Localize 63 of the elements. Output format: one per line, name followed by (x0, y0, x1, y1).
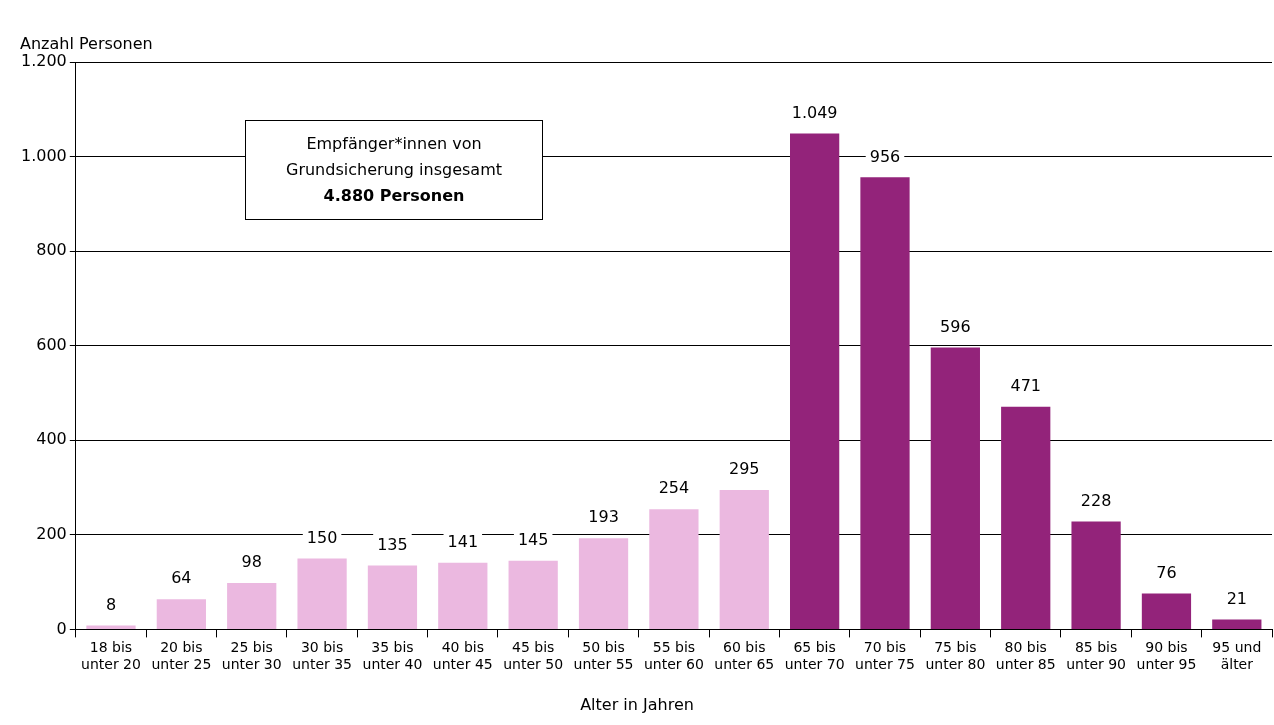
x-tick-label: 55 bis unter 60 (643, 639, 704, 673)
bar (578, 538, 629, 629)
y-tick-label: 0 (56, 618, 67, 638)
bar (1071, 521, 1121, 629)
data-label: 145 (517, 530, 549, 549)
data-label: 295 (728, 459, 760, 479)
bar (719, 489, 769, 629)
x-tick-label: 35 bis unter 40 (362, 639, 423, 673)
data-label: 8 (105, 594, 117, 614)
data-label: 21 (1226, 588, 1247, 608)
data-label: 471 (1010, 375, 1041, 395)
x-tick-label: 75 bis unter 80 (925, 639, 986, 673)
data-label: 64 (171, 568, 192, 588)
bar (790, 133, 840, 629)
data-label: 228 (1080, 490, 1112, 510)
x-tick-label: 50 bis unter 55 (573, 639, 634, 673)
bar (1001, 406, 1051, 629)
data-label: 254 (658, 478, 690, 498)
y-tick-label: 800 (36, 240, 67, 260)
x-tick-label: 30 bis unter 35 (292, 639, 353, 673)
x-tick-label: 70 bis unter 75 (855, 639, 915, 673)
bar (227, 583, 277, 629)
bar (367, 565, 418, 629)
data-label: 596 (940, 316, 971, 336)
x-axis-title: Alter in Jahren (579, 695, 695, 714)
y-tick-label: 1.000 (20, 145, 67, 165)
x-tick-label: 60 bis unter 65 (714, 639, 775, 673)
y-tick-label: 1.200 (20, 51, 67, 71)
x-tick-label: 25 bis unter 30 (221, 639, 282, 673)
bar (86, 625, 136, 629)
bar (1212, 619, 1262, 629)
y-tick-label: 400 (36, 429, 67, 449)
bar (1141, 593, 1192, 629)
x-tick-label: 90 bis unter 95 (1136, 639, 1197, 673)
bar (297, 558, 347, 629)
x-tick-label: 95 und älter (1212, 639, 1262, 673)
y-tick-label: 200 (36, 523, 67, 543)
data-label: 956 (869, 146, 901, 166)
bar (156, 599, 206, 629)
x-tick-label: 40 bis unter 45 (432, 639, 493, 673)
y-axis-title: Anzahl Personen (20, 34, 153, 53)
x-tick-label: 18 bis unter 20 (81, 639, 141, 673)
bar (930, 347, 980, 629)
annotation: Empfänger*innen von Grundsicherung insgesamt (285, 133, 503, 181)
x-tick-label: 65 bis unter 70 (784, 639, 845, 673)
x-tick-label: 45 bis unter 50 (503, 639, 564, 673)
data-label: 193 (588, 507, 619, 527)
data-label: 141 (447, 531, 479, 551)
data-label: 135 (377, 534, 408, 554)
x-tick-label: 80 bis unter 85 (995, 639, 1056, 673)
data-label: 150 (306, 527, 338, 547)
annotation: 4.880 Personen (322, 185, 466, 207)
x-tick-label: 85 bis unter 90 (1066, 639, 1127, 673)
x-tick-label: 20 bis unter 25 (151, 639, 212, 673)
y-tick-label: 600 (36, 334, 67, 354)
data-label: 1.049 (791, 102, 838, 122)
bar (438, 562, 488, 629)
note-box: Empfänger*innen von Grundsicherung insgesamt 4.880 Personen (245, 120, 543, 220)
data-label: 98 (241, 552, 262, 572)
bar (508, 560, 558, 629)
bar (860, 177, 910, 629)
data-label: 76 (1156, 562, 1177, 582)
bar (649, 509, 699, 629)
